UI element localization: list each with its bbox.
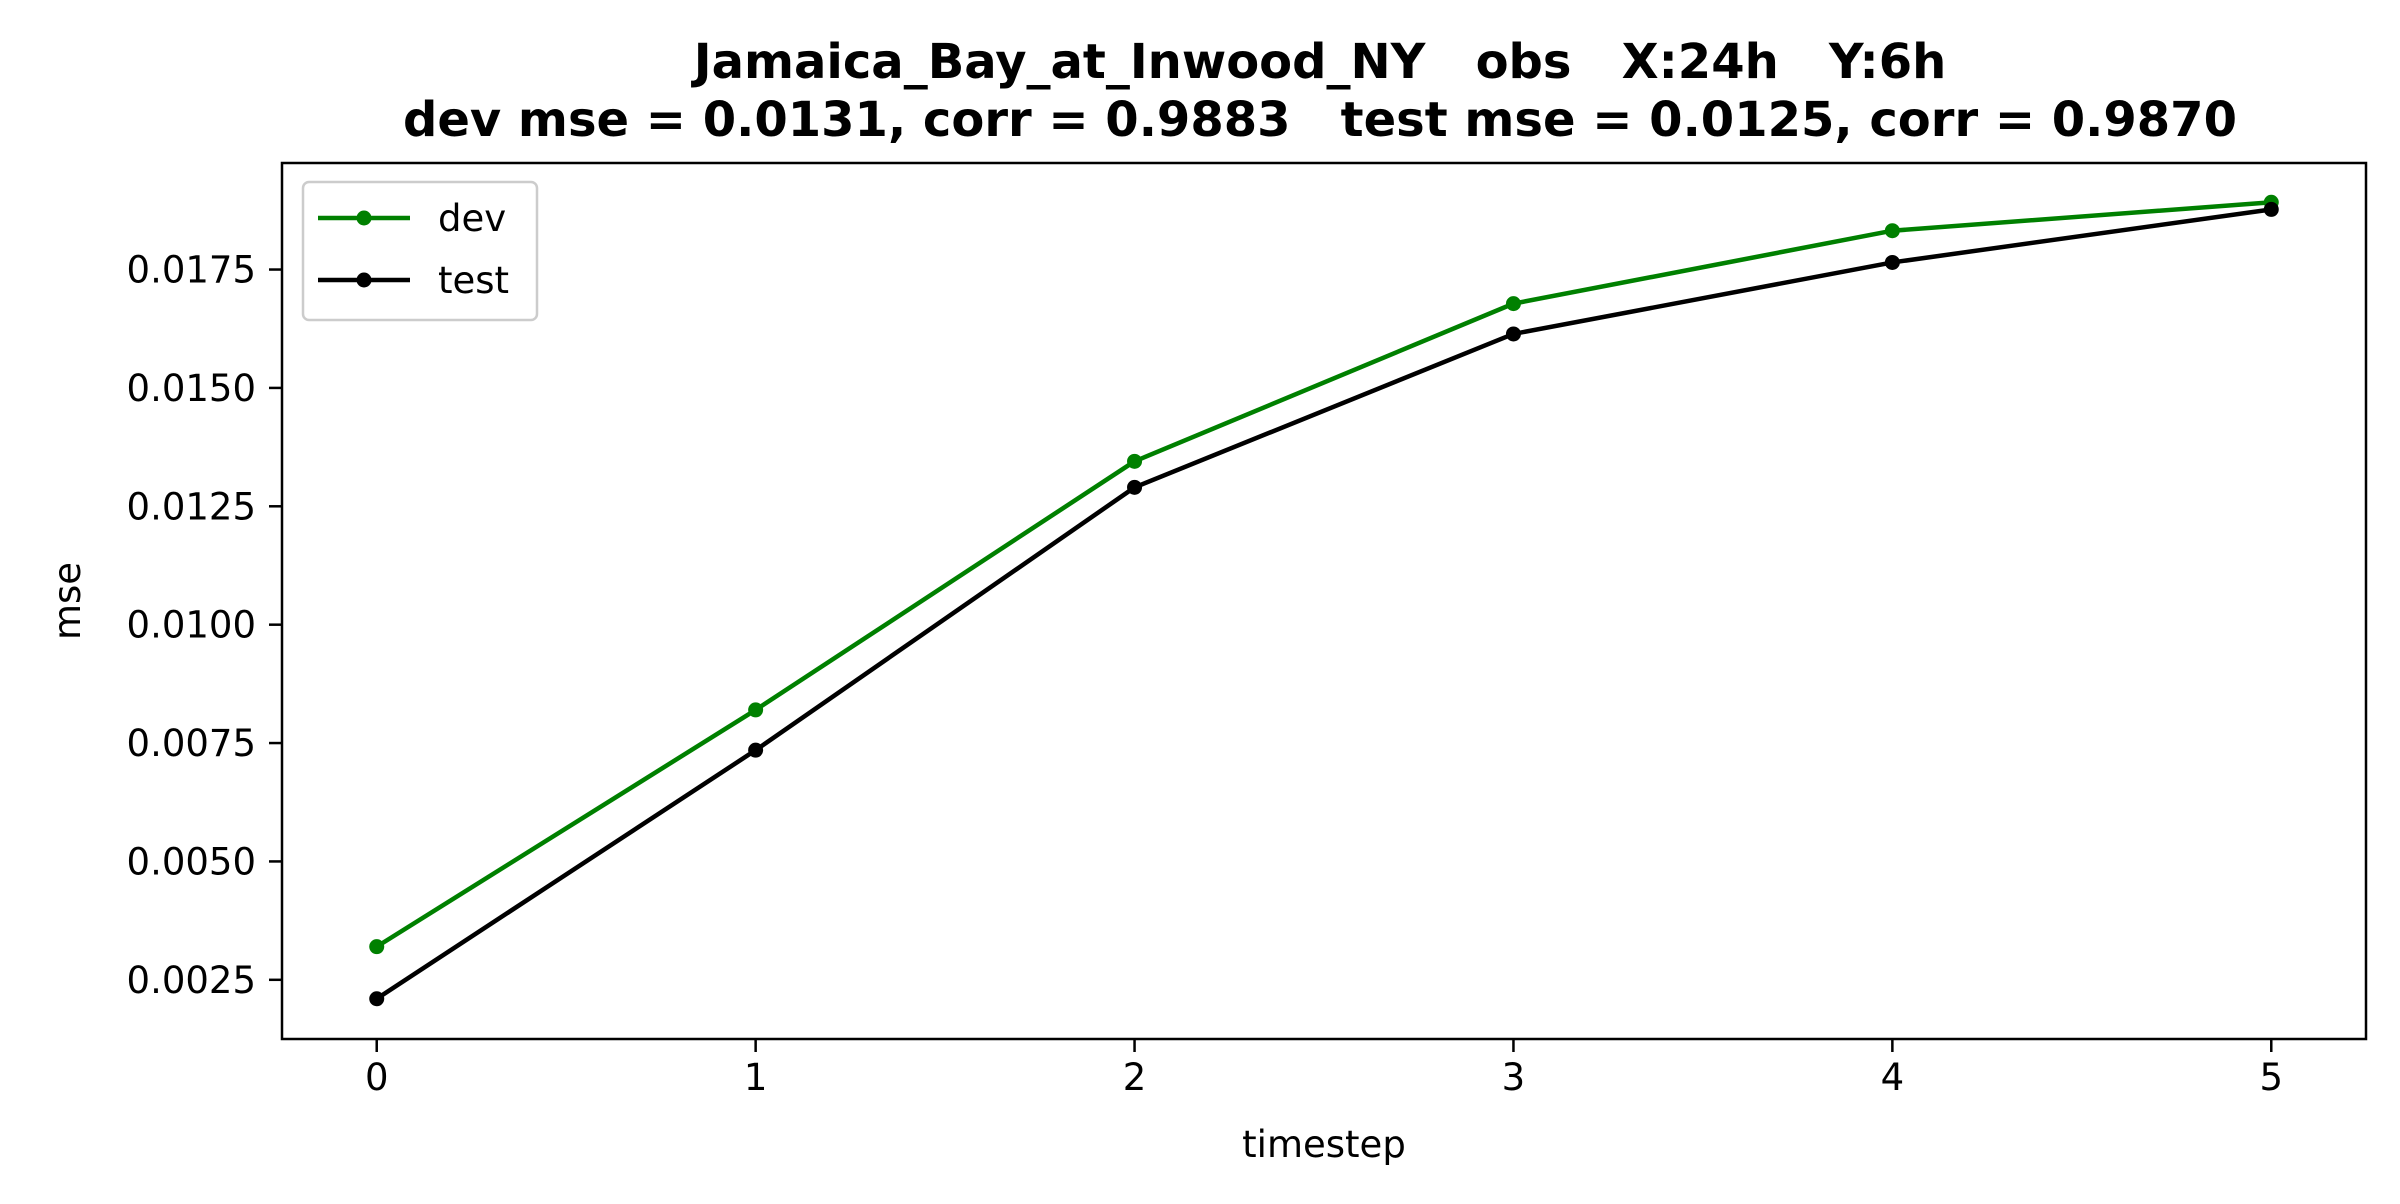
legend-marker-test	[356, 272, 372, 288]
chart-title-line2: dev mse = 0.0131, corr = 0.9883 test mse…	[403, 92, 2237, 148]
x-axis: 0 1 2 3 4 5	[365, 1039, 2283, 1099]
data-point-dev-3	[1505, 296, 1521, 312]
y-axis: 0.0025 0.0050 0.0075 0.0100 0.0125 0.0150 0.01…	[127, 249, 282, 1002]
data-point-dev-4	[1884, 223, 1900, 239]
y-tick-label-0: 0.0025	[127, 959, 256, 1002]
x-tick-label-1: 1	[744, 1056, 768, 1099]
y-tick-label-4: 0.0125	[127, 485, 256, 528]
data-point-test-2	[1127, 479, 1143, 495]
y-axis-label: mse	[46, 562, 89, 640]
x-tick-label-4: 4	[1881, 1056, 1905, 1099]
series-layer	[369, 194, 2279, 1007]
x-tick-label-5: 5	[2259, 1056, 2283, 1099]
y-tick-label-6: 0.0175	[127, 249, 256, 292]
x-tick-label-3: 3	[1502, 1056, 1526, 1099]
chart-title-line1: Jamaica_Bay_at_Inwood_NY obs X:24h Y:6h	[691, 34, 1947, 90]
y-tick-label-2: 0.0075	[127, 722, 256, 765]
legend: dev test	[301, 180, 539, 322]
x-axis-label: timestep	[1242, 1123, 1406, 1166]
x-tick-label-0: 0	[365, 1056, 389, 1099]
data-point-test-3	[1505, 326, 1521, 342]
series-line-dev	[373, 199, 2274, 950]
data-point-test-5	[2263, 201, 2279, 217]
data-point-test-0	[369, 991, 385, 1007]
legend-label-test: test	[438, 259, 509, 302]
y-tick-label-1: 0.0050	[127, 840, 256, 883]
data-point-test-1	[748, 742, 764, 758]
x-tick-label-2: 2	[1123, 1056, 1147, 1099]
data-point-dev-0	[369, 939, 385, 955]
data-point-dev-2	[1127, 453, 1143, 469]
plot-frame	[280, 161, 2368, 1041]
y-tick-label-5: 0.0150	[127, 367, 256, 410]
legend-label-dev: dev	[438, 197, 506, 240]
series-line-test	[373, 206, 2274, 1002]
data-point-dev-1	[748, 702, 764, 718]
data-point-test-4	[1884, 254, 1900, 270]
y-tick-label-3: 0.0100	[127, 604, 256, 647]
legend-marker-dev	[356, 210, 372, 226]
